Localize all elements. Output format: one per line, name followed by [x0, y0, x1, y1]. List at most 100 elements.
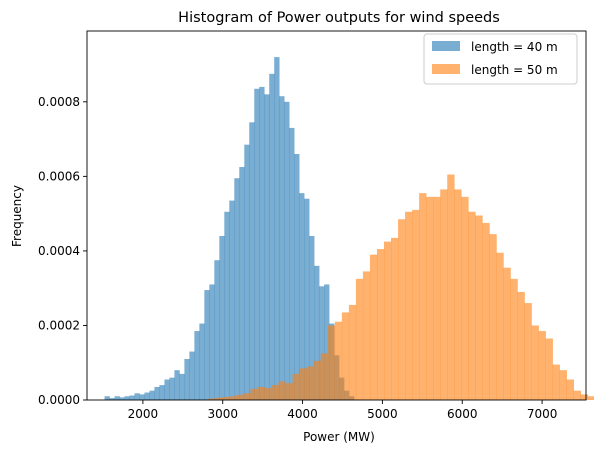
histogram-bar — [587, 396, 594, 400]
series-1 — [208, 174, 594, 400]
histogram-bar — [104, 396, 110, 400]
histogram-bar — [412, 209, 420, 400]
histogram-bar — [461, 196, 469, 400]
histogram-bar — [559, 370, 567, 400]
histogram-bar — [419, 193, 427, 400]
histogram-bar — [285, 383, 293, 400]
histogram-bar — [154, 386, 160, 400]
histogram-bar — [259, 86, 265, 400]
histogram-bar — [391, 237, 399, 400]
histogram-bar — [292, 373, 300, 400]
histogram-bar — [199, 323, 205, 400]
histogram-bar — [174, 370, 180, 400]
histogram-bar — [244, 144, 250, 400]
histogram-bar — [433, 196, 441, 400]
histogram-bar — [229, 200, 235, 400]
histogram-bar — [209, 284, 215, 400]
histogram-bar — [319, 286, 325, 400]
histogram-bar — [531, 325, 539, 400]
legend-swatch-50m — [432, 64, 460, 74]
histogram-bar — [222, 397, 230, 400]
plot-frame — [86, 30, 587, 401]
histogram-bar — [362, 271, 371, 400]
histogram-bar — [236, 394, 244, 400]
histogram-bar — [239, 167, 245, 400]
y-tick-label: 0.0002 — [38, 318, 80, 332]
x-tick-label: 3000 — [207, 407, 238, 421]
y-tick-label: 0.0006 — [38, 169, 80, 183]
histogram-bar — [566, 379, 575, 400]
histogram-bar — [257, 386, 265, 400]
histogram-bar — [341, 312, 350, 400]
histogram-bar — [274, 57, 280, 401]
histogram-bar — [306, 366, 315, 400]
histogram-bar — [269, 73, 275, 401]
histogram-bar — [482, 222, 490, 400]
histogram-bar — [129, 395, 135, 400]
histogram-bar — [320, 353, 329, 400]
histogram-bar — [279, 96, 285, 400]
histogram-bar — [517, 291, 525, 400]
histogram-bar — [309, 236, 315, 400]
histogram-bar — [376, 249, 385, 400]
histogram-bar — [304, 198, 310, 400]
histogram-bar — [164, 379, 170, 400]
histogram-bar — [348, 304, 357, 400]
histogram-bar — [208, 398, 216, 400]
bars-layer — [104, 57, 594, 401]
histogram-bar — [496, 252, 504, 400]
histogram-bar — [294, 154, 300, 400]
histogram-bar — [384, 241, 392, 400]
x-axis-label: Power (MW) — [303, 430, 375, 444]
histogram-bar — [254, 88, 260, 401]
chart-title: Histogram of Power outputs for wind spee… — [178, 10, 500, 26]
histogram-bar — [264, 388, 272, 400]
histogram-bar — [134, 393, 140, 400]
histogram-bar — [369, 254, 378, 400]
histogram-bar — [289, 127, 295, 400]
legend-label-40m: length = 40 m — [471, 40, 558, 54]
ticks-layer: 2000 3000 4000 5000 6000 7000 0.0000 0.0002 0.00… — [38, 95, 557, 421]
histogram-bar — [284, 101, 290, 400]
histogram-bar — [454, 189, 462, 400]
x-tick-label: 5000 — [367, 407, 398, 421]
histogram-bar — [124, 396, 130, 400]
histogram-bar — [447, 174, 455, 400]
histogram-bar — [159, 385, 165, 400]
histogram-bar — [189, 351, 195, 400]
histogram-bar — [243, 393, 251, 400]
y-tick-label: 0.0004 — [38, 244, 80, 258]
histogram-bar — [250, 388, 258, 400]
histogram-bar — [324, 284, 330, 400]
x-tick-label: 7000 — [527, 407, 558, 421]
histogram-bar — [468, 211, 476, 400]
histogram-bar — [524, 303, 532, 400]
histogram-bar — [114, 396, 120, 400]
histogram-bar — [299, 368, 308, 400]
x-tick-label: 6000 — [447, 407, 478, 421]
histogram-bar — [398, 219, 406, 400]
histogram-bar — [139, 394, 145, 400]
y-tick-label: 0.0000 — [38, 393, 80, 407]
histogram-bar — [214, 260, 220, 400]
histogram-bar — [573, 390, 582, 400]
y-axis-label: Frequency — [10, 185, 24, 247]
histogram-bar — [426, 196, 434, 400]
histogram-bar — [503, 267, 511, 400]
histogram-bar — [475, 215, 483, 400]
legend-box — [423, 33, 578, 85]
histogram-bar — [538, 331, 546, 400]
legend-swatch-40m — [432, 41, 460, 51]
histogram-bar — [229, 396, 237, 400]
legend-label-50m: length = 50 m — [471, 63, 558, 77]
y-tick-label: 0.0008 — [38, 95, 80, 109]
histogram-bar — [249, 122, 255, 400]
histogram-bar — [278, 381, 286, 400]
histogram-bar — [299, 193, 305, 400]
histogram-bar — [144, 392, 150, 400]
histogram-bar — [194, 331, 200, 400]
legend: length = 40 m length = 50 m — [423, 33, 578, 85]
histogram-bar — [510, 278, 518, 400]
histogram-bar — [440, 189, 448, 400]
